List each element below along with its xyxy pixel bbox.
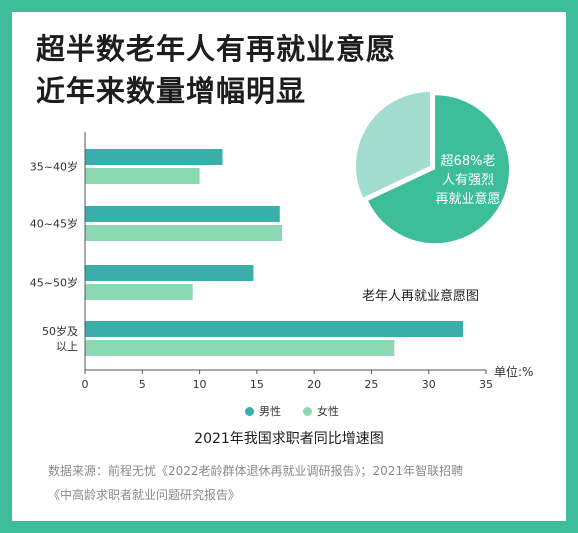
x-tick-label-7: 35 bbox=[479, 378, 493, 391]
legend-item-male: 男性 bbox=[245, 403, 281, 419]
pie-annotation-line-1: 超68%老 bbox=[440, 154, 496, 169]
pie-annotation: 超68%老 人有强烈 再就业意愿 bbox=[426, 152, 510, 209]
category-label-2: 45~50岁 bbox=[30, 276, 78, 290]
headline-line-1: 超半数老年人有再就业意愿 bbox=[36, 32, 397, 66]
x-tick-label-3: 15 bbox=[250, 378, 264, 391]
category-label-3: 以上 bbox=[56, 340, 78, 353]
headline-line-2: 近年来数量增幅明显 bbox=[36, 74, 307, 108]
category-label-3: 50岁及 bbox=[42, 324, 78, 338]
source-line-2: 《中高龄求职者就业问题研究报告》 bbox=[48, 488, 241, 502]
legend-label-male: 男性 bbox=[259, 405, 281, 418]
x-tick-label-4: 20 bbox=[307, 378, 321, 391]
bar-chart-title: 2021年我国求职者同比增速图 bbox=[194, 431, 384, 447]
category-label-1: 40~45岁 bbox=[30, 217, 78, 231]
category-label-0: 35~40岁 bbox=[30, 160, 78, 174]
pie-chart-title: 老年人再就业意愿图 bbox=[362, 289, 480, 304]
legend-swatch-female bbox=[303, 406, 312, 416]
x-tick-label-5: 25 bbox=[364, 378, 378, 391]
pie-slice-0 bbox=[368, 95, 510, 244]
bar-male-2 bbox=[85, 265, 254, 281]
legend-item-female: 女性 bbox=[303, 403, 339, 419]
x-tick-label-2: 10 bbox=[193, 378, 207, 391]
legend-swatch-male bbox=[245, 406, 254, 416]
bar-male-0 bbox=[85, 149, 223, 165]
bar-male-3 bbox=[85, 321, 464, 337]
unit-label: 单位:% bbox=[494, 365, 534, 379]
legend-label-female: 女性 bbox=[317, 405, 339, 418]
bar-female-1 bbox=[85, 225, 283, 241]
bar-male-1 bbox=[85, 206, 280, 222]
source-line-1: 数据来源：前程无忧《2022老龄群体退休再就业调研报告》；2021年智联招聘 bbox=[48, 464, 464, 478]
bar-female-3 bbox=[85, 340, 395, 356]
pie-annotation-line-3: 再就业意愿 bbox=[435, 192, 501, 207]
x-tick-label-1: 5 bbox=[139, 378, 146, 391]
x-tick-label-6: 30 bbox=[422, 378, 436, 391]
pie-annotation-line-2: 人有强烈 bbox=[441, 173, 494, 188]
pie-slice-1 bbox=[356, 92, 430, 198]
bar-female-2 bbox=[85, 284, 193, 300]
x-tick-label-0: 0 bbox=[82, 378, 89, 391]
bar-female-0 bbox=[85, 168, 200, 184]
